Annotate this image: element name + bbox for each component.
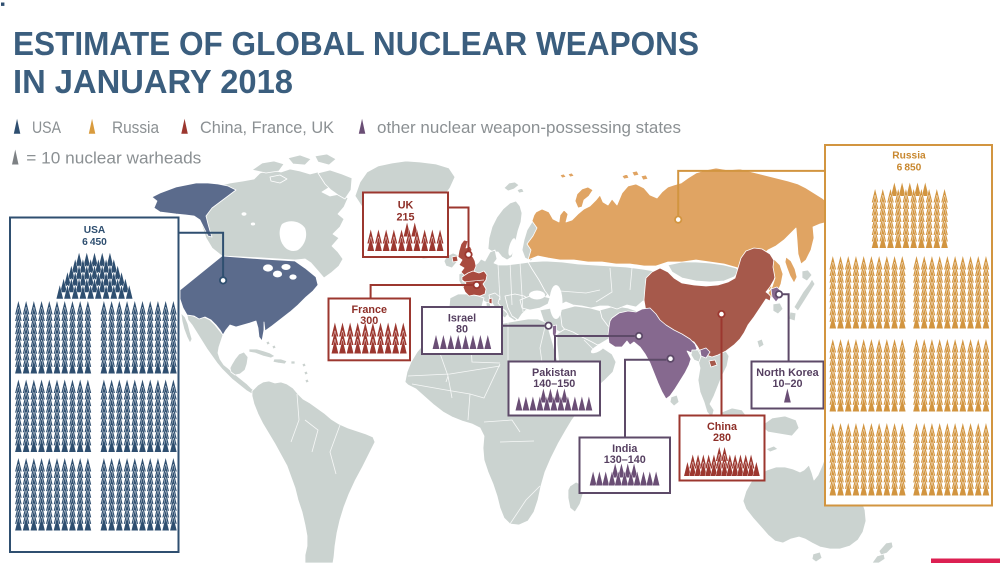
svg-text:Russia: Russia	[892, 151, 926, 162]
svg-text:IN JANUARY 2018: IN JANUARY 2018	[13, 63, 293, 100]
svg-text:other nuclear weapon-possessin: other nuclear weapon-possessing states	[377, 118, 681, 137]
svg-text:ESTIMATE OF GLOBAL NUCLEAR WEA: ESTIMATE OF GLOBAL NUCLEAR WEAPONS	[13, 25, 699, 62]
svg-text:215: 215	[396, 211, 414, 223]
svg-text:140–150: 140–150	[533, 378, 575, 390]
svg-text:Russia: Russia	[112, 118, 159, 137]
svg-text:Israel: Israel	[448, 313, 476, 325]
svg-text:300: 300	[360, 315, 378, 327]
svg-text:India: India	[612, 443, 638, 455]
svg-text:USA: USA	[84, 225, 106, 236]
svg-text:6 850: 6 850	[897, 163, 922, 174]
svg-text:China: China	[707, 421, 738, 433]
svg-text:France: France	[352, 304, 387, 316]
svg-text:10–20: 10–20	[772, 378, 802, 390]
svg-text:= 10 nuclear warheads: = 10 nuclear warheads	[26, 149, 201, 168]
svg-text:280: 280	[713, 432, 731, 444]
svg-text:130–140: 130–140	[604, 454, 646, 466]
svg-text:Pakistan: Pakistan	[532, 367, 576, 379]
svg-text:USA: USA	[32, 118, 62, 137]
svg-text:China, France, UK: China, France, UK	[200, 118, 335, 137]
svg-text:6 450: 6 450	[82, 237, 107, 248]
svg-text:UK: UK	[398, 200, 414, 212]
svg-text:80: 80	[456, 323, 468, 335]
svg-text:North Korea: North Korea	[756, 367, 819, 379]
